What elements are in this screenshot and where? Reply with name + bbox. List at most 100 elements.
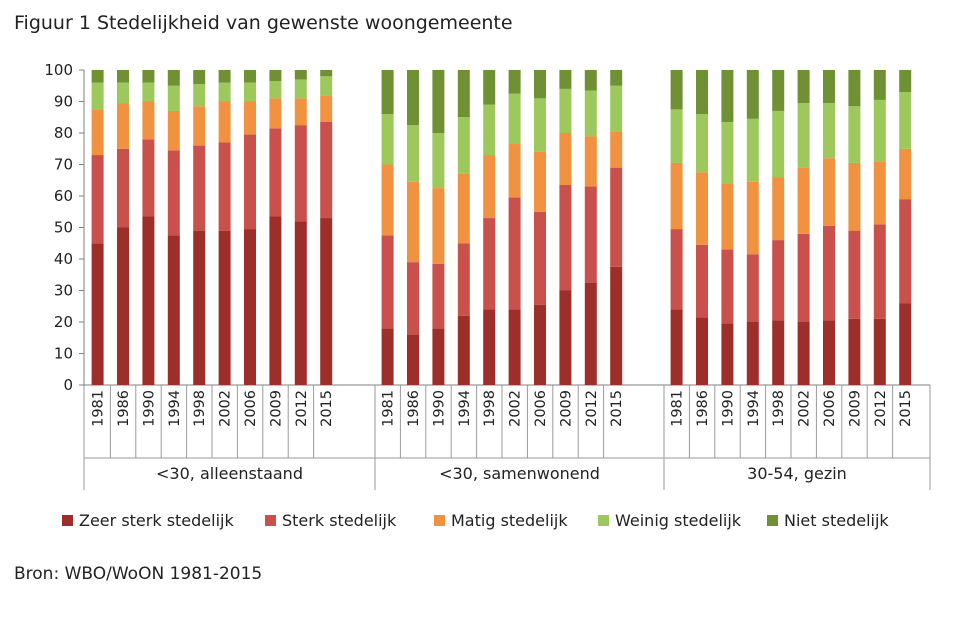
y-tick-label: 30 bbox=[54, 282, 73, 300]
bar-segment bbox=[218, 101, 231, 143]
bar-segment bbox=[696, 317, 708, 385]
category-label: 2006 bbox=[243, 390, 259, 427]
bar-segment bbox=[696, 114, 708, 173]
category-label: 1990 bbox=[720, 390, 736, 427]
bar-segment bbox=[772, 70, 785, 111]
bar-segment bbox=[244, 70, 256, 83]
bar-segment bbox=[483, 218, 496, 310]
category-label: 2012 bbox=[584, 390, 600, 427]
category-label: 1994 bbox=[457, 390, 473, 427]
bar-segment bbox=[899, 303, 912, 385]
bar-segment bbox=[218, 230, 231, 385]
y-tick-label: 50 bbox=[54, 219, 73, 237]
stacked-bar-chart: 0 10 20 30 40 50 60 70 80 90 100 1981 1986 1990 1994 19… bbox=[44, 61, 931, 530]
bar-segment bbox=[117, 82, 129, 104]
bar-segment bbox=[457, 243, 470, 316]
category-label: 2006 bbox=[533, 390, 549, 427]
bar-segment bbox=[381, 235, 394, 329]
bar-segment bbox=[848, 70, 861, 107]
bar-segment bbox=[91, 155, 104, 244]
bar-segment bbox=[797, 70, 810, 104]
bar-segment bbox=[746, 70, 759, 119]
bar-segment bbox=[721, 70, 734, 122]
bar-segment bbox=[772, 320, 785, 385]
bar-segment bbox=[320, 121, 333, 219]
bar-segment bbox=[797, 167, 810, 234]
bar-segment bbox=[483, 70, 496, 105]
bar-segment bbox=[218, 70, 231, 83]
bar-segment bbox=[483, 155, 496, 219]
bar-segment bbox=[381, 114, 394, 165]
bar-segment bbox=[381, 164, 394, 236]
bar-segment bbox=[117, 70, 129, 83]
bar-segment bbox=[899, 70, 912, 93]
legend-swatch bbox=[265, 515, 276, 526]
category-label: 2012 bbox=[294, 390, 310, 427]
bar-segment bbox=[457, 117, 470, 174]
category-label: 2015 bbox=[319, 390, 335, 427]
bar-segment bbox=[670, 109, 683, 163]
bar-segment bbox=[193, 84, 206, 107]
y-tick-label: 70 bbox=[54, 156, 73, 174]
chart-bars bbox=[91, 70, 912, 385]
category-label: 2006 bbox=[822, 390, 838, 427]
bar-segment bbox=[457, 315, 470, 385]
bar-segment bbox=[508, 144, 521, 198]
bar-segment bbox=[873, 70, 886, 100]
y-tick-label: 80 bbox=[54, 124, 73, 142]
bar-segment bbox=[797, 322, 810, 385]
legend-label: Niet stedelijk bbox=[784, 511, 889, 530]
bar-segment bbox=[559, 88, 572, 133]
category-label: 1990 bbox=[141, 390, 157, 427]
bar-segment bbox=[320, 76, 333, 96]
group-label: <30, samenwonend bbox=[439, 464, 600, 483]
bar-segment bbox=[670, 70, 683, 110]
bar-segment bbox=[721, 121, 734, 184]
category-label: 1986 bbox=[695, 390, 711, 427]
bar-segment bbox=[244, 134, 256, 230]
bar-segment bbox=[823, 103, 835, 159]
bar-segment bbox=[167, 70, 180, 86]
bar-segment bbox=[772, 110, 785, 178]
bar-segment bbox=[142, 82, 155, 102]
bar-segment bbox=[823, 70, 835, 104]
bar-segment bbox=[746, 254, 759, 322]
bar-segment bbox=[269, 98, 282, 129]
bar-segment bbox=[670, 162, 683, 230]
y-tick-label: 20 bbox=[54, 313, 73, 331]
bar-segment bbox=[457, 173, 470, 244]
bar-segment bbox=[294, 70, 307, 80]
bar-segment bbox=[407, 334, 419, 385]
bar-segment bbox=[167, 235, 180, 385]
bar-segment bbox=[142, 139, 155, 217]
bar-segment bbox=[142, 216, 155, 385]
bar-segment bbox=[823, 320, 835, 385]
legend-label: Weinig stedelijk bbox=[615, 511, 742, 530]
bar-segment bbox=[848, 318, 861, 385]
legend-swatch bbox=[434, 515, 445, 526]
bar-segment bbox=[407, 70, 419, 126]
bar-segment bbox=[848, 162, 861, 231]
y-tick-label: 40 bbox=[54, 250, 73, 268]
bar-segment bbox=[483, 309, 496, 385]
bar-segment bbox=[91, 243, 104, 385]
bar-segment bbox=[823, 225, 835, 321]
y-tick-label: 0 bbox=[63, 376, 73, 394]
bar-segment bbox=[848, 106, 861, 163]
chart-legend: Zeer sterk stedelijk Sterk stedelijk Matig… bbox=[62, 511, 889, 530]
bar-segment bbox=[584, 90, 597, 137]
bar-segment bbox=[320, 70, 333, 77]
bar-segment bbox=[584, 186, 597, 283]
group-label: 30-54, gezin bbox=[747, 464, 847, 483]
category-label: 1986 bbox=[406, 390, 422, 427]
legend-swatch bbox=[767, 515, 778, 526]
y-tick-label: 10 bbox=[54, 345, 73, 363]
bar-segment bbox=[696, 70, 708, 115]
bar-segment bbox=[407, 181, 419, 263]
bar-segment bbox=[696, 172, 708, 245]
source-note: Bron: WBO/WoON 1981-2015 bbox=[14, 564, 263, 584]
bar-segment bbox=[610, 85, 623, 132]
category-label: 2009 bbox=[847, 390, 863, 427]
category-label: 1990 bbox=[431, 390, 447, 427]
bar-segment bbox=[610, 167, 623, 267]
